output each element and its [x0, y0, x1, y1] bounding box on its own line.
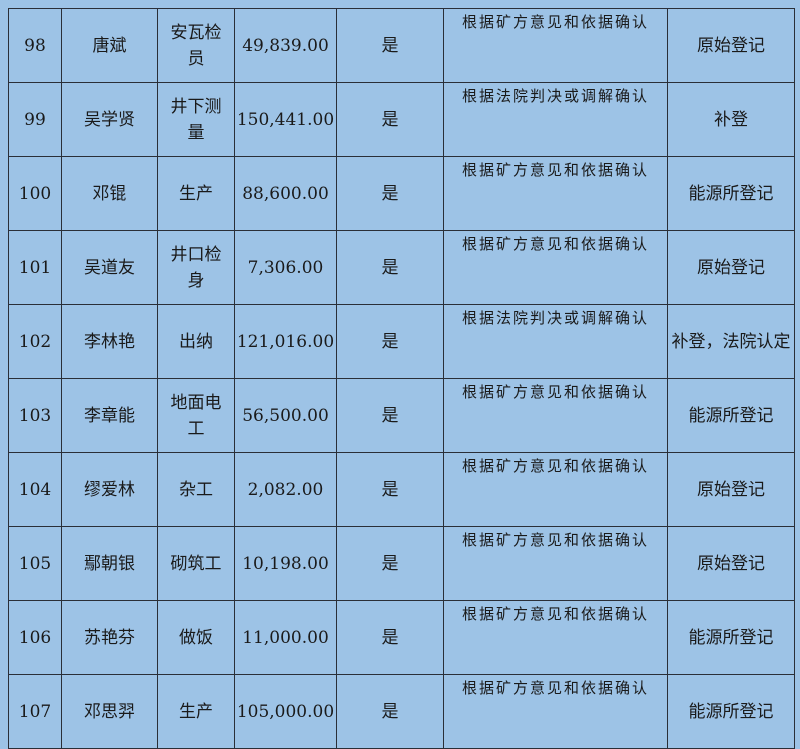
table-row: 98 唐斌 安瓦检员 49,839.00 是根据矿方意见和依据确认 原始登记 [8, 8, 795, 83]
job-cell: 地面电工 [157, 378, 235, 453]
table-row: 107 邓思羿 生产 105,000.00 是根据矿方意见和依据确认 能源所登记 [8, 674, 795, 749]
name-cell: 吴道友 [61, 230, 158, 305]
table-row: 106 苏艳芬 做饭 11,000.00 是根据矿方意见和依据确认 能源所登记 [8, 600, 795, 675]
name-cell: 唐斌 [61, 8, 158, 83]
amount-cell: 56,500.00 [234, 378, 337, 453]
amount-cell: 11,000.00 [234, 600, 337, 675]
row-number: 99 [8, 82, 62, 157]
name-cell: 鄢朝银 [61, 526, 158, 601]
basis-cell: 根据矿方意见和依据确认 [443, 378, 668, 453]
job-cell: 出纳 [157, 304, 235, 379]
confirmed-cell: 是 [336, 304, 444, 379]
job-cell: 生产 [157, 674, 235, 749]
confirmed-cell: 是 [336, 600, 444, 675]
basis-cell: 根据矿方意见和依据确认 [443, 8, 668, 83]
claims-table: 98 唐斌 安瓦检员 49,839.00 是根据矿方意见和依据确认 原始登记 99 吴学贤 井下… [8, 8, 795, 749]
row-number: 104 [8, 452, 62, 527]
note-cell: 能源所登记 [667, 600, 795, 675]
amount-cell: 7,306.00 [234, 230, 337, 305]
confirmed-cell: 是 [336, 82, 444, 157]
table-row: 101 吴道友 井口检身 7,306.00 是根据矿方意见和依据确认 原始登记 [8, 230, 795, 305]
name-cell: 邓思羿 [61, 674, 158, 749]
row-number: 107 [8, 674, 62, 749]
basis-cell: 根据法院判决或调解确认 [443, 304, 668, 379]
table-row: 102 李林艳 出纳 121,016.00 是根据法院判决或调解确认 补登，法院认定 [8, 304, 795, 379]
row-number: 98 [8, 8, 62, 83]
job-cell: 杂工 [157, 452, 235, 527]
job-cell: 砌筑工 [157, 526, 235, 601]
amount-cell: 49,839.00 [234, 8, 337, 83]
table-row: 105 鄢朝银 砌筑工 10,198.00 是根据矿方意见和依据确认 原始登记 [8, 526, 795, 601]
basis-cell: 根据矿方意见和依据确认 [443, 600, 668, 675]
basis-cell: 根据矿方意见和依据确认 [443, 156, 668, 231]
job-cell: 井口检身 [157, 230, 235, 305]
note-cell: 补登 [667, 82, 795, 157]
name-cell: 吴学贤 [61, 82, 158, 157]
note-cell: 补登，法院认定 [667, 304, 795, 379]
table-row: 103 李章能 地面电工 56,500.00 是根据矿方意见和依据确认 能源所登记 [8, 378, 795, 453]
amount-cell: 105,000.00 [234, 674, 337, 749]
row-number: 105 [8, 526, 62, 601]
name-cell: 缪爱林 [61, 452, 158, 527]
name-cell: 李章能 [61, 378, 158, 453]
name-cell: 苏艳芬 [61, 600, 158, 675]
amount-cell: 10,198.00 [234, 526, 337, 601]
name-cell: 李林艳 [61, 304, 158, 379]
note-cell: 能源所登记 [667, 156, 795, 231]
confirmed-cell: 是 [336, 156, 444, 231]
note-cell: 能源所登记 [667, 378, 795, 453]
basis-cell: 根据法院判决或调解确认 [443, 82, 668, 157]
amount-cell: 2,082.00 [234, 452, 337, 527]
basis-cell: 根据矿方意见和依据确认 [443, 230, 668, 305]
row-number: 106 [8, 600, 62, 675]
note-cell: 原始登记 [667, 526, 795, 601]
basis-cell: 根据矿方意见和依据确认 [443, 452, 668, 527]
job-cell: 井下测量 [157, 82, 235, 157]
row-number: 102 [8, 304, 62, 379]
job-cell: 做饭 [157, 600, 235, 675]
table-row: 100 邓锟 生产 88,600.00 是根据矿方意见和依据确认 能源所登记 [8, 156, 795, 231]
row-number: 100 [8, 156, 62, 231]
basis-cell: 根据矿方意见和依据确认 [443, 674, 668, 749]
confirmed-cell: 是 [336, 230, 444, 305]
table-row: 104 缪爱林 杂工 2,082.00 是根据矿方意见和依据确认 原始登记 [8, 452, 795, 527]
job-cell: 安瓦检员 [157, 8, 235, 83]
confirmed-cell: 是 [336, 674, 444, 749]
confirmed-cell: 是 [336, 526, 444, 601]
note-cell: 原始登记 [667, 452, 795, 527]
amount-cell: 121,016.00 [234, 304, 337, 379]
table-row: 99 吴学贤 井下测量 150,441.00 是根据法院判决或调解确认 补登 [8, 82, 795, 157]
confirmed-cell: 是 [336, 8, 444, 83]
note-cell: 原始登记 [667, 230, 795, 305]
job-cell: 生产 [157, 156, 235, 231]
amount-cell: 150,441.00 [234, 82, 337, 157]
confirmed-cell: 是 [336, 452, 444, 527]
confirmed-cell: 是 [336, 378, 444, 453]
note-cell: 原始登记 [667, 8, 795, 83]
basis-cell: 根据矿方意见和依据确认 [443, 526, 668, 601]
row-number: 101 [8, 230, 62, 305]
row-number: 103 [8, 378, 62, 453]
name-cell: 邓锟 [61, 156, 158, 231]
amount-cell: 88,600.00 [234, 156, 337, 231]
note-cell: 能源所登记 [667, 674, 795, 749]
